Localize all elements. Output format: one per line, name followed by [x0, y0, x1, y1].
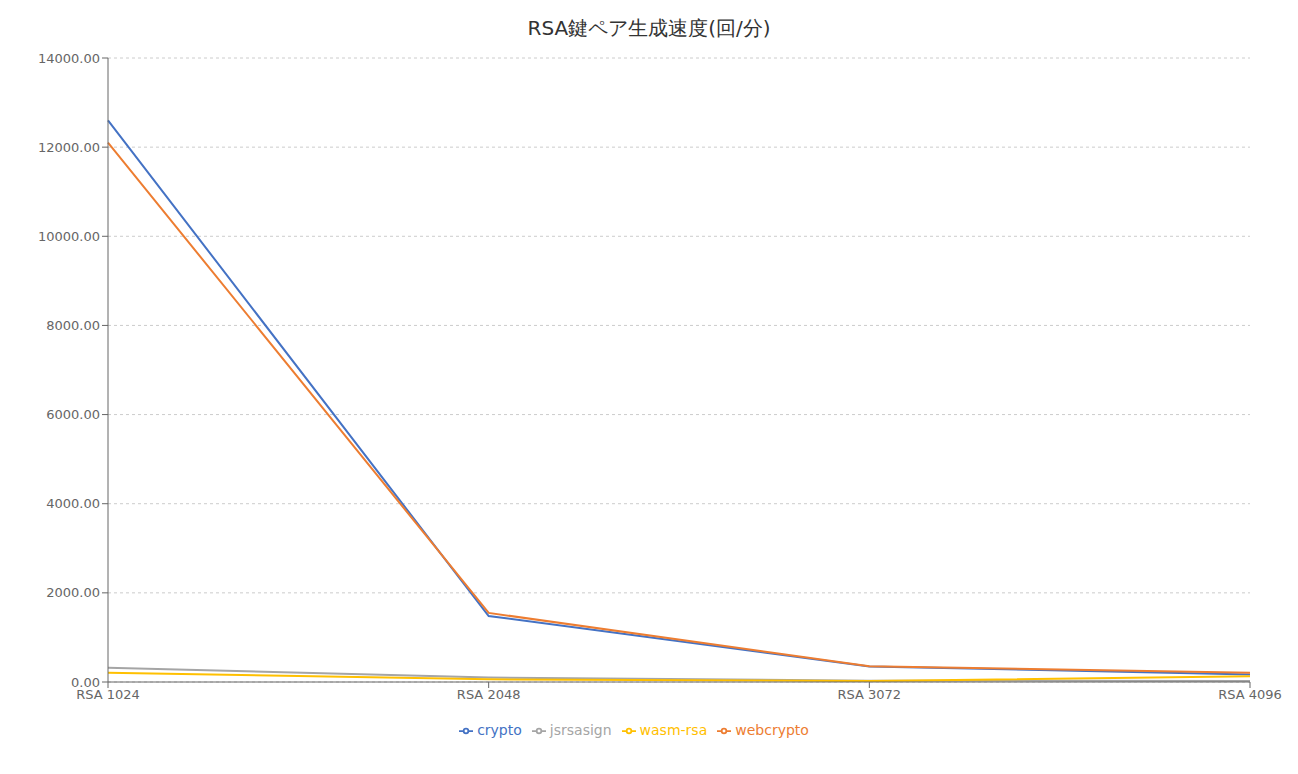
svg-text:12000.00: 12000.00: [38, 140, 100, 155]
svg-text:14000.00: 14000.00: [38, 51, 100, 66]
svg-text:8000.00: 8000.00: [46, 318, 100, 333]
svg-text:6000.00: 6000.00: [46, 407, 100, 422]
svg-text:4000.00: 4000.00: [46, 496, 100, 511]
svg-text:2000.00: 2000.00: [46, 585, 100, 600]
html-text:crypto: crypto: [477, 722, 522, 738]
svg-text:RSA 3072: RSA 3072: [838, 687, 902, 702]
svg-text:RSA 4096: RSA 4096: [1218, 687, 1282, 702]
html-text:RSA鍵ペア生成速度(回/分): RSA鍵ペア生成速度(回/分): [527, 16, 771, 40]
svg-text:10000.00: 10000.00: [38, 229, 100, 244]
html-text:webcrypto: webcrypto: [735, 722, 809, 738]
html-text:jsrsasign: jsrsasign: [549, 722, 612, 738]
svg-text:RSA 1024: RSA 1024: [76, 687, 140, 703]
svg-text:RSA 2048: RSA 2048: [457, 687, 521, 702]
svg-text:0.00: 0.00: [71, 675, 100, 690]
html-text:wasm-rsa: wasm-rsa: [639, 722, 708, 738]
